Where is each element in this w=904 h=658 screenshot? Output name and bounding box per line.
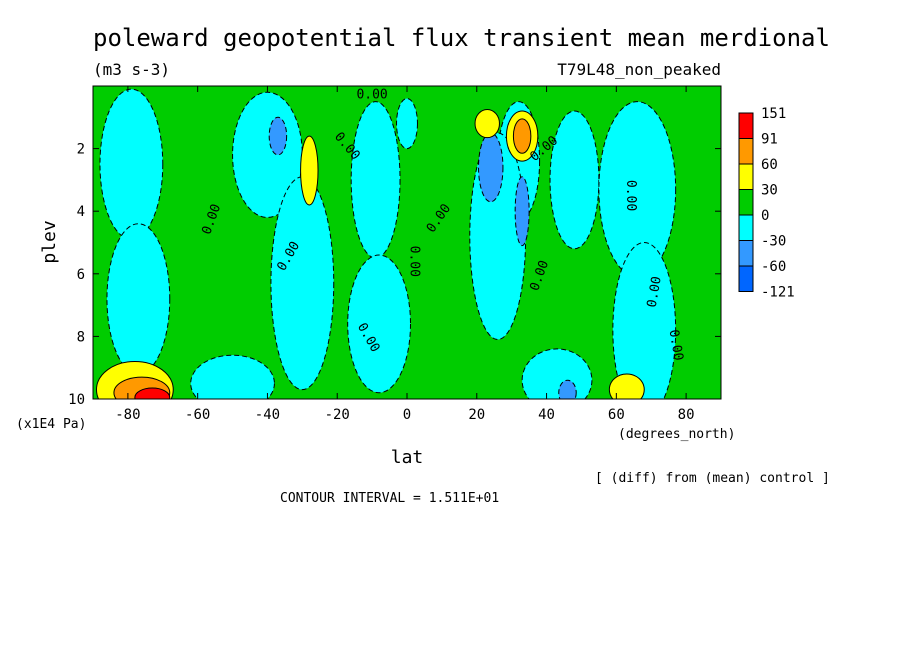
plot-area	[93, 86, 721, 399]
contour-region-3	[598, 101, 677, 278]
zero-contour-label: 0.00	[406, 246, 421, 277]
contour-region-6	[106, 223, 171, 375]
contour-region-23	[512, 118, 532, 154]
zero-contour-label: 0.00	[356, 88, 387, 103]
y-tick-label: 8	[77, 329, 85, 345]
contour-region-22	[608, 373, 645, 399]
zero-contour-label: 0.00	[665, 328, 685, 361]
colorbar-level-label: 91	[761, 132, 778, 148]
contour-region-9	[350, 101, 401, 259]
diff-note: [ (diff) from (mean) control ]	[595, 471, 830, 486]
colorbar-level-label: 151	[761, 106, 786, 122]
y-tick-label: 6	[77, 267, 85, 283]
y-tick-label: 4	[77, 204, 85, 220]
dataset-label: T79L48_non_peaked	[557, 60, 721, 79]
x-tick-label: 60	[608, 407, 625, 423]
contour-region-8	[270, 176, 335, 391]
contour-region-17	[558, 379, 577, 399]
contour-region-14	[478, 132, 504, 203]
y-tick-label: 10	[68, 392, 85, 408]
colorbar: 151 91 60 30 0 -30 -60 -121	[738, 106, 795, 301]
x-axis-units: (degrees_north)	[618, 427, 735, 442]
contour-region-12	[190, 354, 275, 399]
colorbar-swatch	[738, 163, 754, 190]
x-tick-label: -20	[325, 407, 350, 423]
contour-region-2	[549, 110, 600, 250]
contour-region-15	[514, 176, 530, 247]
contour-region-20	[474, 108, 500, 139]
chart-title: poleward geopotential flux transient mea…	[93, 24, 830, 52]
colorbar-level-label: 0	[761, 208, 769, 224]
contour-region-10	[396, 98, 418, 150]
colorbar-level-label: 60	[761, 157, 778, 173]
contour-region-25	[134, 387, 171, 399]
zero-contour-label: 0.00	[645, 275, 665, 308]
colorbar-swatch	[738, 189, 754, 216]
contour-region-5	[99, 88, 164, 240]
y-axis-label: plev	[39, 220, 60, 263]
contour-region-13	[521, 348, 593, 399]
colorbar-level-label: -60	[761, 259, 786, 275]
contour-region-18	[300, 135, 319, 206]
colorbar-swatch	[738, 240, 754, 267]
contour-interval: CONTOUR INTERVAL = 1.511E+01	[280, 491, 499, 506]
colorbar-level-label: 30	[761, 183, 778, 199]
contour-region-4	[612, 242, 677, 399]
x-tick-label: -80	[115, 407, 140, 423]
chart-units: (m3 s-3)	[93, 60, 170, 79]
contour-region-16	[268, 116, 288, 156]
contour-region-11	[347, 254, 411, 394]
x-axis-label: lat	[391, 447, 424, 468]
x-tick-label: -60	[185, 407, 210, 423]
x-tick-label: -40	[255, 407, 280, 423]
y-axis-units: (x1E4 Pa)	[16, 417, 86, 432]
colorbar-level-label: -121	[761, 285, 795, 301]
x-tick-label: 40	[538, 407, 555, 423]
colorbar-swatch	[738, 138, 754, 165]
x-tick-label: 80	[678, 407, 695, 423]
x-tick-label: 0	[403, 407, 411, 423]
zero-contour-label: 0.00	[623, 180, 638, 211]
y-tick-label: 2	[77, 142, 85, 158]
colorbar-swatch	[738, 265, 754, 292]
colorbar-swatch	[738, 112, 754, 139]
x-tick-label: 20	[468, 407, 485, 423]
colorbar-swatch	[738, 214, 754, 241]
colorbar-level-label: -30	[761, 234, 786, 250]
